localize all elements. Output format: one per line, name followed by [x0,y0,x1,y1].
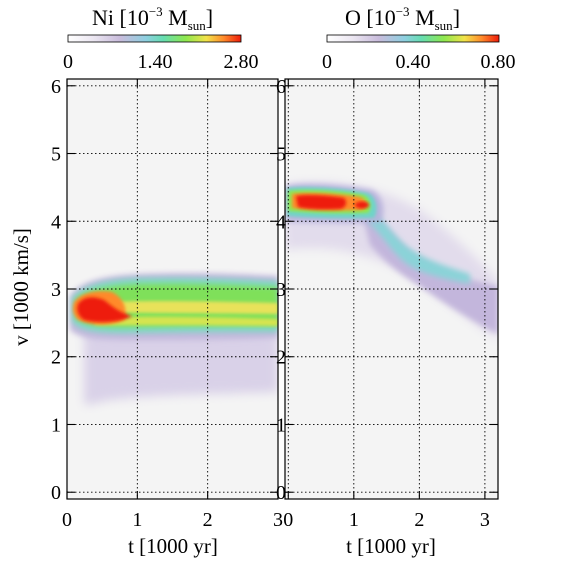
ni-x-tick-label: 0 [62,509,72,531]
ni-band-yellow [95,301,278,314]
o-tail-teal [368,208,470,284]
ni-peak [77,297,132,323]
ni-colorbar-gradient [67,34,242,43]
o-colorbar: O [10−3 Msun] 0 0.40 0.80 [322,4,516,73]
ni-x-tick-label: 1 [132,509,142,531]
ni-colorbar-tick: 2.80 [224,51,259,73]
ni-heatmap [70,273,278,405]
ni-y-tick-label: 6 [51,76,61,98]
o-colorbar-tick: 0.80 [481,51,516,73]
o-y-tick-label: 1 [276,414,286,436]
o-x-tick-label: 1 [349,509,359,531]
o-y-tick-label: 2 [276,347,286,369]
ni-band-yellow-lower [95,316,278,326]
o-heatmap [285,182,498,340]
ni-colorbar-tick: 1.40 [138,51,173,73]
ni-y-tick-label: 2 [51,347,61,369]
o-y-tick-label: 0 [276,482,286,504]
o-panel [285,79,498,499]
o-y-tick-label: 6 [276,76,286,98]
o-colorbar-title: O [10−3 Msun] [345,4,460,33]
o-peak [296,195,347,210]
ni-x-axis-title: t [1000 yr] [128,534,218,558]
o-y-tick-label: 3 [276,279,286,301]
ni-colorbar: Ni [10−3 Msun] 0 1.40 2.80 [63,4,259,73]
o-x-axis-title: t [1000 yr] [346,534,436,558]
o-colorbar-tick: 0.40 [396,51,431,73]
o-y-tick-label: 4 [276,211,286,233]
ni-y-tick-label: 5 [51,144,61,166]
ni-x-tick-label: 2 [203,509,213,531]
o-colorbar-gradient [326,34,500,43]
ni-y-tick-label: 4 [51,211,61,233]
ni-y-tick-label: 1 [51,414,61,436]
ni-y-tick-label: 0 [51,482,61,504]
o-colorbar-tick: 0 [322,51,332,73]
ni-colorbar-title: Ni [10−3 Msun] [92,4,213,33]
o-x-tick-label: 3 [480,509,490,531]
ni-panel [67,79,278,499]
o-y-tick-label: 5 [276,144,286,166]
ni-halo [84,328,278,405]
ni-colorbar-tick: 0 [63,51,73,73]
o-x-tick-label: 2 [414,509,424,531]
ni-y-tick-label: 3 [51,279,61,301]
ni-x-tick-label: 3 [273,509,283,531]
o-peak-secondary [355,201,369,209]
ni-y-axis-title: v [1000 km/s] [9,228,33,346]
o-x-tick-label: 0 [283,509,293,531]
